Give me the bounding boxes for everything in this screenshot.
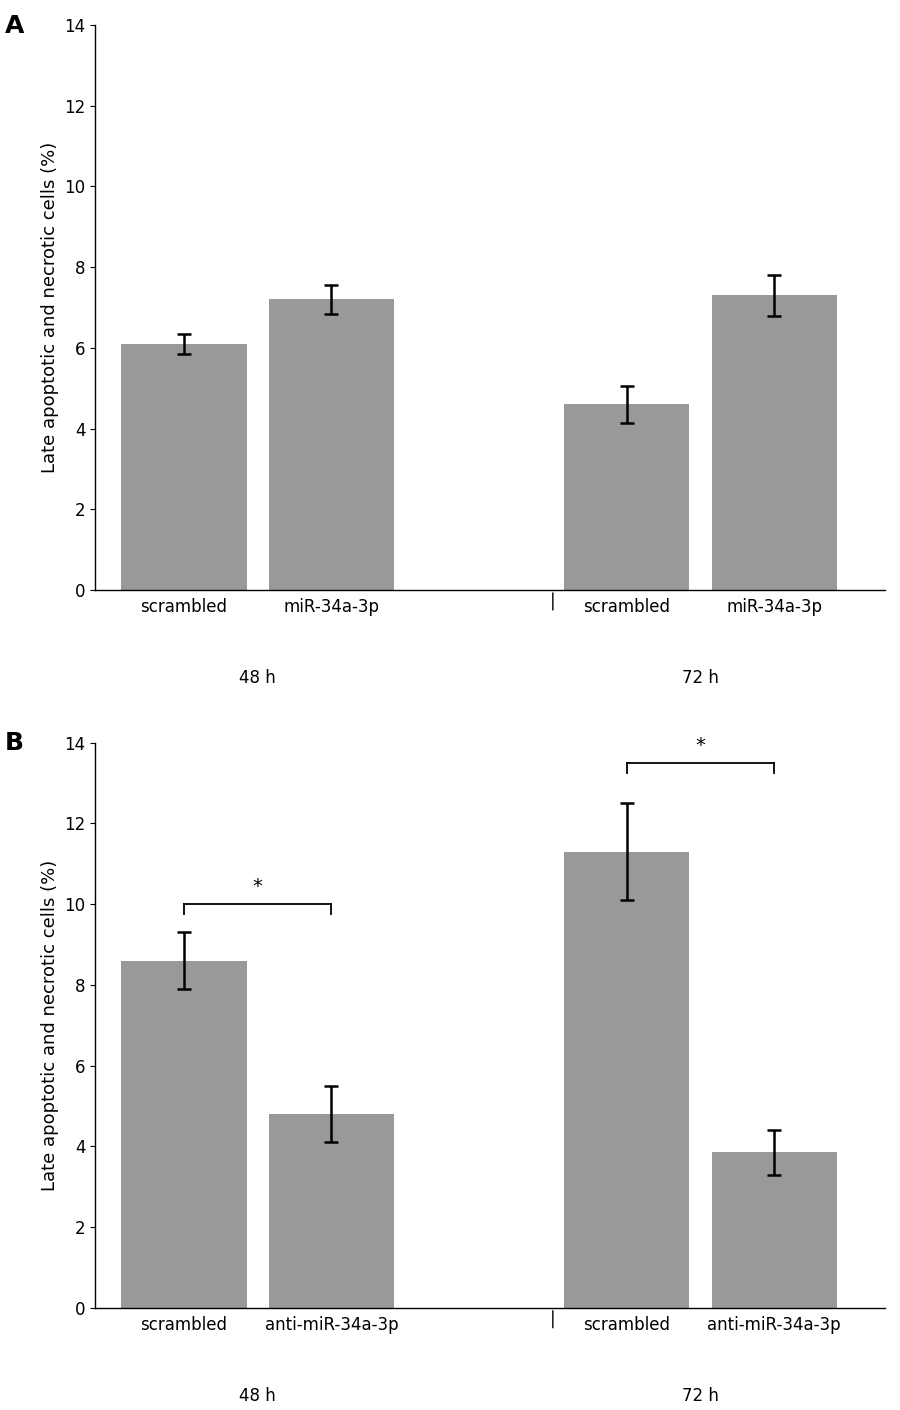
Y-axis label: Late apoptotic and necrotic cells (%): Late apoptotic and necrotic cells (%)	[40, 860, 58, 1191]
Text: 72 h: 72 h	[682, 670, 719, 687]
Text: *: *	[696, 736, 706, 754]
Bar	[121, 960, 247, 1308]
Text: 48 h: 48 h	[239, 670, 276, 687]
Bar	[564, 852, 689, 1308]
Text: A: A	[4, 14, 23, 38]
Text: B: B	[4, 732, 23, 756]
Bar	[269, 1114, 394, 1308]
Bar	[712, 295, 837, 591]
Text: 72 h: 72 h	[682, 1387, 719, 1404]
Bar	[269, 299, 394, 591]
Y-axis label: Late apoptotic and necrotic cells (%): Late apoptotic and necrotic cells (%)	[40, 142, 58, 474]
Bar	[121, 344, 247, 591]
Text: *: *	[253, 877, 263, 897]
Bar	[564, 405, 689, 591]
Bar	[712, 1152, 837, 1308]
Text: 48 h: 48 h	[239, 1387, 276, 1404]
